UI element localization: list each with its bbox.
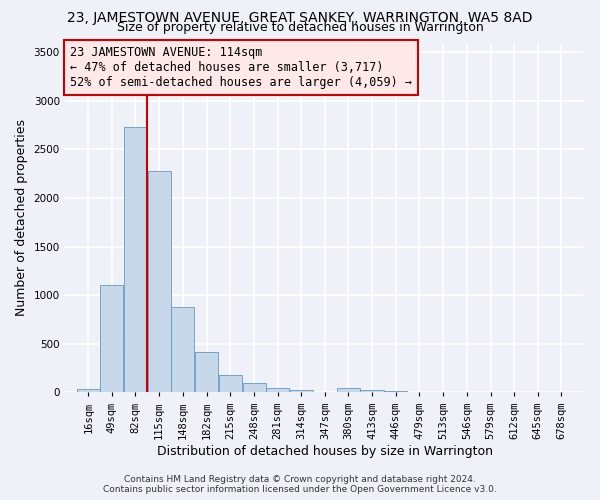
Bar <box>196 352 218 393</box>
Bar <box>219 376 242 392</box>
Bar <box>384 391 407 392</box>
Bar <box>100 286 124 393</box>
Y-axis label: Number of detached properties: Number of detached properties <box>15 119 28 316</box>
Text: 23, JAMESTOWN AVENUE, GREAT SANKEY, WARRINGTON, WA5 8AD: 23, JAMESTOWN AVENUE, GREAT SANKEY, WARR… <box>67 11 533 25</box>
Bar <box>171 308 194 392</box>
Bar <box>148 171 170 392</box>
Bar <box>266 388 289 392</box>
Text: Contains HM Land Registry data © Crown copyright and database right 2024.
Contai: Contains HM Land Registry data © Crown c… <box>103 474 497 494</box>
X-axis label: Distribution of detached houses by size in Warrington: Distribution of detached houses by size … <box>157 444 493 458</box>
Bar <box>124 127 147 392</box>
Text: Size of property relative to detached houses in Warrington: Size of property relative to detached ho… <box>116 21 484 34</box>
Text: 23 JAMESTOWN AVENUE: 114sqm
← 47% of detached houses are smaller (3,717)
52% of : 23 JAMESTOWN AVENUE: 114sqm ← 47% of det… <box>70 46 412 89</box>
Bar <box>361 390 383 392</box>
Bar <box>290 390 313 392</box>
Bar <box>77 388 100 392</box>
Bar <box>242 383 266 392</box>
Bar <box>337 388 360 392</box>
